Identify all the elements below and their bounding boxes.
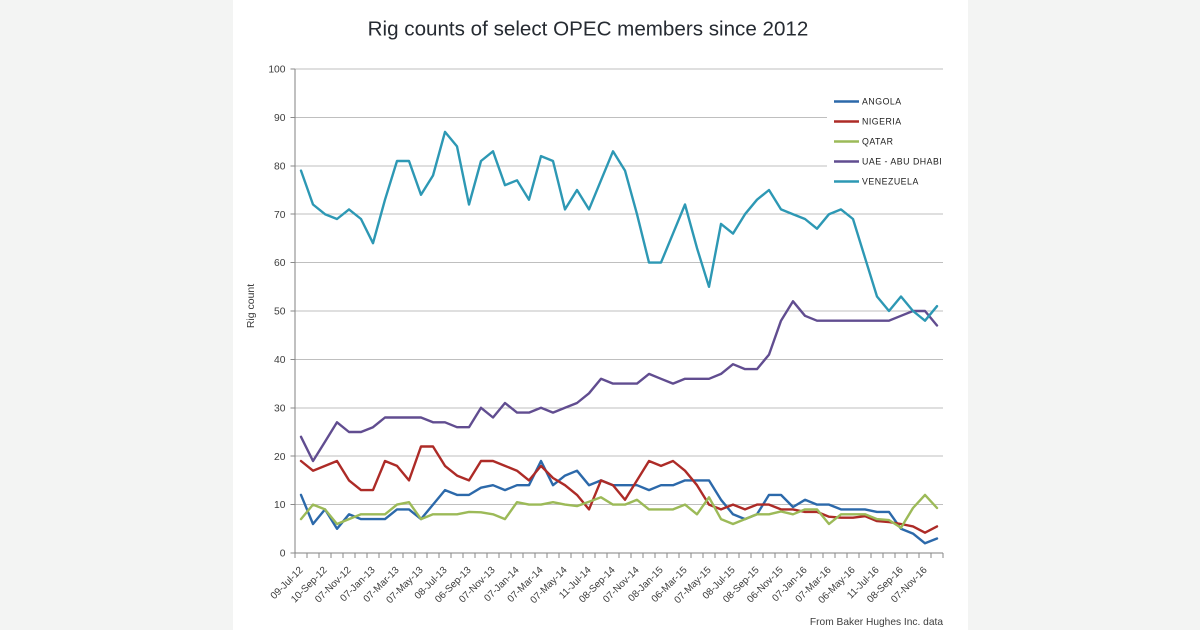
svg-text:90: 90 xyxy=(274,113,286,124)
svg-text:70: 70 xyxy=(274,210,286,221)
svg-text:Rig count: Rig count xyxy=(245,284,257,328)
svg-text:20: 20 xyxy=(274,452,286,463)
svg-text:30: 30 xyxy=(274,403,286,414)
svg-text:UAE - ABU DHABI: UAE - ABU DHABI xyxy=(862,157,942,167)
svg-text:80: 80 xyxy=(274,161,286,172)
svg-text:From Baker Hughes Inc. data: From Baker Hughes Inc. data xyxy=(810,617,943,628)
svg-text:VENEZUELA: VENEZUELA xyxy=(862,177,919,187)
svg-text:60: 60 xyxy=(274,258,286,269)
svg-text:NIGERIA: NIGERIA xyxy=(862,117,902,127)
svg-text:QATAR: QATAR xyxy=(862,137,894,147)
svg-text:Rig counts of select OPEC memb: Rig counts of select OPEC members since … xyxy=(368,18,809,41)
svg-text:50: 50 xyxy=(274,307,286,318)
svg-text:10: 10 xyxy=(274,500,286,511)
svg-text:100: 100 xyxy=(268,65,285,76)
svg-text:ANGOLA: ANGOLA xyxy=(862,97,902,107)
svg-text:40: 40 xyxy=(274,355,286,366)
svg-text:0: 0 xyxy=(280,549,286,560)
